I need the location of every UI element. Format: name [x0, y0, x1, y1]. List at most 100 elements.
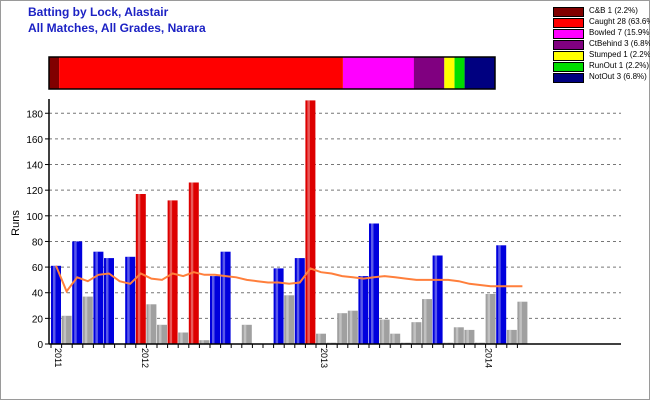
average-line — [55, 265, 523, 294]
y-tick-label: 20 — [32, 314, 44, 325]
score-bar — [135, 194, 146, 344]
dismissal-segment-stumped — [444, 57, 455, 89]
score-bar — [453, 327, 464, 344]
score-bar-highlight — [498, 245, 501, 344]
score-bar — [199, 340, 210, 344]
y-tick-label: 100 — [26, 212, 43, 223]
y-tick-label: 60 — [32, 263, 44, 274]
score-bar — [294, 258, 305, 344]
score-bar — [411, 322, 422, 344]
score-bar-highlight — [519, 301, 522, 344]
score-bar — [369, 223, 379, 344]
score-bar — [337, 313, 348, 344]
score-bar — [72, 241, 83, 344]
score-bar — [432, 255, 443, 344]
score-bar-highlight — [455, 327, 459, 344]
legend-swatch — [553, 51, 584, 61]
score-bar-highlight — [180, 332, 183, 344]
legend-swatch — [553, 62, 584, 72]
score-bar-highlight — [434, 255, 438, 344]
score-bar — [104, 258, 114, 344]
score-bar — [178, 332, 189, 344]
score-bar — [347, 310, 358, 344]
legend-label: CtBehind 3 (6.8%) — [589, 39, 650, 48]
score-bar — [485, 294, 496, 344]
score-bar-highlight — [63, 315, 67, 344]
dismissal-segment-bowled — [343, 57, 414, 89]
score-bar — [464, 329, 475, 344]
score-bar-highlight — [137, 194, 141, 344]
score-bar — [496, 245, 507, 344]
score-bar — [146, 304, 157, 344]
legend-label: Caught 28 (63.6%) — [589, 17, 650, 26]
y-tick-label: 40 — [32, 289, 44, 300]
score-bar — [241, 324, 252, 344]
legend-swatch — [553, 18, 584, 28]
legend-label: NotOut 3 (6.8%) — [589, 72, 647, 81]
y-tick-label: 80 — [32, 237, 44, 248]
score-bar-highlight — [307, 100, 310, 345]
score-bar-highlight — [371, 223, 374, 344]
chart-title: Batting by Lock, Alastair — [28, 5, 169, 19]
dismissal-segment-ctbehind — [413, 57, 445, 89]
score-bar — [210, 276, 220, 344]
score-bar — [506, 329, 517, 344]
score-bar — [316, 333, 326, 344]
score-bar — [51, 265, 61, 344]
score-bar — [379, 319, 390, 344]
score-bar-highlight — [148, 304, 151, 344]
score-bar-highlight — [222, 251, 226, 344]
score-bar — [390, 333, 401, 344]
score-bar-highlight — [190, 182, 194, 344]
score-bar-highlight — [349, 310, 353, 344]
score-bar-highlight — [169, 200, 173, 344]
score-bar — [273, 268, 284, 344]
score-bar — [157, 324, 167, 344]
score-bar — [422, 299, 432, 344]
score-bar-highlight — [286, 295, 289, 344]
score-bar — [188, 182, 199, 344]
score-bar — [358, 276, 369, 344]
x-tick-label: 2013 — [319, 348, 329, 368]
score-bar-highlight — [127, 256, 130, 344]
score-bar-highlight — [95, 251, 98, 344]
x-tick-label: 2014 — [483, 348, 493, 368]
score-bar — [220, 251, 231, 344]
y-tick-label: 0 — [37, 340, 43, 351]
score-bar-highlight — [275, 268, 279, 344]
score-bar-highlight — [201, 340, 204, 344]
y-axis-title: Runs — [10, 210, 22, 236]
y-tick-label: 180 — [26, 109, 43, 120]
dismissal-segment-runout — [454, 57, 465, 89]
legend-swatch — [553, 40, 584, 50]
score-bar — [61, 315, 72, 344]
y-tick-label: 120 — [26, 186, 43, 197]
score-bar-highlight — [424, 299, 427, 344]
score-bar-highlight — [339, 313, 342, 344]
legend-label: Bowled 7 (15.9%) — [589, 28, 650, 37]
y-tick-label: 160 — [26, 135, 43, 146]
score-bar — [284, 295, 295, 344]
score-bar — [93, 251, 104, 344]
x-tick-label: 2012 — [140, 348, 150, 368]
score-bar-highlight — [243, 324, 247, 344]
score-bar-highlight — [360, 276, 363, 344]
score-bar — [82, 296, 93, 344]
score-bar-highlight — [159, 324, 162, 344]
score-bar-highlight — [53, 265, 56, 344]
dismissal-segment-notout — [464, 57, 495, 89]
x-tick-label: 2011 — [53, 348, 63, 367]
chart-subtitle: All Matches, All Grades, Narara — [28, 21, 206, 35]
legend-label: RunOut 1 (2.2%) — [589, 61, 650, 70]
score-bar-highlight — [84, 296, 88, 344]
score-bar — [517, 301, 528, 344]
y-tick-label: 140 — [26, 161, 43, 172]
legend-swatch — [553, 29, 584, 39]
dismissal-segment-cb — [49, 57, 60, 89]
score-bar-highlight — [487, 294, 491, 344]
score-bar-highlight — [74, 241, 77, 344]
legend-swatch — [553, 73, 584, 83]
dismissal-bar-border — [48, 56, 496, 90]
